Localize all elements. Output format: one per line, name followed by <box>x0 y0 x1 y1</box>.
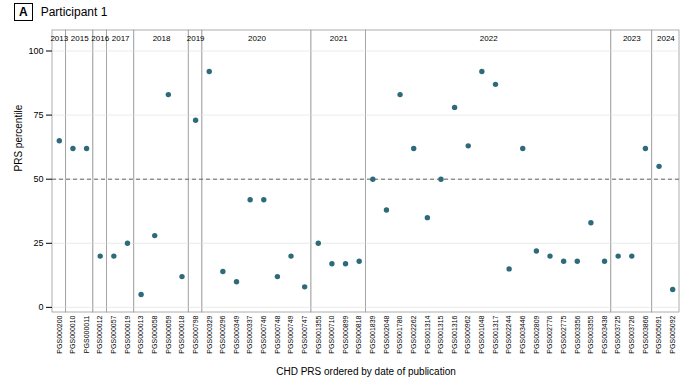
svg-text:PGS001314: PGS001314 <box>424 315 431 353</box>
svg-text:PGS000337: PGS000337 <box>246 315 253 353</box>
svg-text:75: 75 <box>33 110 43 120</box>
svg-text:PRS percentile: PRS percentile <box>13 104 24 171</box>
svg-text:PGS001355: PGS001355 <box>315 315 322 353</box>
svg-text:2019: 2019 <box>187 34 205 43</box>
svg-text:PGS000296: PGS000296 <box>219 315 226 353</box>
svg-text:PGS000018: PGS000018 <box>178 315 185 353</box>
svg-text:25: 25 <box>33 238 43 248</box>
svg-text:PGS003446: PGS003446 <box>519 315 526 353</box>
svg-text:PGS005091: PGS005091 <box>655 315 662 353</box>
svg-text:PGS000059: PGS000059 <box>165 315 172 353</box>
svg-text:2015: 2015 <box>71 34 89 43</box>
svg-text:2024: 2024 <box>657 34 675 43</box>
svg-text:PGS000349: PGS000349 <box>233 315 240 353</box>
svg-text:PGS000962: PGS000962 <box>464 315 471 353</box>
svg-text:PGS001048: PGS001048 <box>478 315 485 353</box>
svg-text:PGS000747: PGS000747 <box>301 315 308 353</box>
svg-text:CHD PRS ordered by date of pub: CHD PRS ordered by date of publication <box>276 366 456 377</box>
svg-text:PGS003866: PGS003866 <box>642 315 649 353</box>
svg-text:PGS000746: PGS000746 <box>260 315 267 353</box>
svg-text:PGS000057: PGS000057 <box>110 315 117 353</box>
svg-text:PGS000749: PGS000749 <box>287 315 294 353</box>
svg-text:PGS003438: PGS003438 <box>601 315 608 353</box>
svg-text:PGS001780: PGS001780 <box>396 315 403 353</box>
svg-text:PGS000200: PGS000200 <box>56 315 63 353</box>
svg-text:PGS000013: PGS000013 <box>137 315 144 353</box>
svg-text:PGS001315: PGS001315 <box>437 315 444 353</box>
svg-text:PGS000748: PGS000748 <box>274 315 281 353</box>
svg-text:PGS000710: PGS000710 <box>328 315 335 353</box>
svg-text:PGS001316: PGS001316 <box>451 315 458 353</box>
svg-text:2013: 2013 <box>50 34 68 43</box>
svg-text:PGS005092: PGS005092 <box>669 315 676 353</box>
svg-text:100: 100 <box>28 46 43 56</box>
svg-text:PGS001317: PGS001317 <box>492 315 499 353</box>
html-text:Participant 1: Participant 1 <box>40 5 108 19</box>
svg-text:2020: 2020 <box>248 34 266 43</box>
svg-text:PGS002775: PGS002775 <box>560 315 567 353</box>
svg-text:2016: 2016 <box>91 34 109 43</box>
svg-text:2022: 2022 <box>480 34 498 43</box>
html-text:A: A <box>19 5 28 19</box>
svg-text:2017: 2017 <box>112 34 130 43</box>
svg-text:PGS000012: PGS000012 <box>96 315 103 353</box>
svg-text:PGS003355: PGS003355 <box>587 315 594 353</box>
svg-text:PGS000798: PGS000798 <box>192 315 199 353</box>
svg-text:PGS003356: PGS003356 <box>574 315 581 353</box>
svg-text:PGS002262: PGS002262 <box>410 315 417 353</box>
svg-text:PGS002776: PGS002776 <box>546 315 553 353</box>
svg-text:PGS000899: PGS000899 <box>342 315 349 353</box>
svg-text:PGS000329: PGS000329 <box>205 315 212 353</box>
svg-text:PGS000058: PGS000058 <box>151 315 158 353</box>
svg-text:2023: 2023 <box>623 34 641 43</box>
svg-text:50: 50 <box>33 174 43 184</box>
svg-text:PGS000019: PGS000019 <box>124 315 131 353</box>
svg-text:PGS002048: PGS002048 <box>383 315 390 353</box>
svg-text:PGS000818: PGS000818 <box>355 315 362 353</box>
svg-text:2021: 2021 <box>330 34 348 43</box>
svg-text:PGS002809: PGS002809 <box>533 315 540 353</box>
svg-text:PGS000011: PGS000011 <box>83 315 90 353</box>
svg-text:0: 0 <box>38 302 43 312</box>
svg-text:PGS000010: PGS000010 <box>69 315 76 353</box>
svg-text:PGS003725: PGS003725 <box>614 315 621 353</box>
svg-text:2018: 2018 <box>153 34 171 43</box>
svg-text:PGS001839: PGS001839 <box>369 315 376 353</box>
svg-text:PGS003726: PGS003726 <box>628 315 635 353</box>
svg-text:PGS002244: PGS002244 <box>505 315 512 353</box>
